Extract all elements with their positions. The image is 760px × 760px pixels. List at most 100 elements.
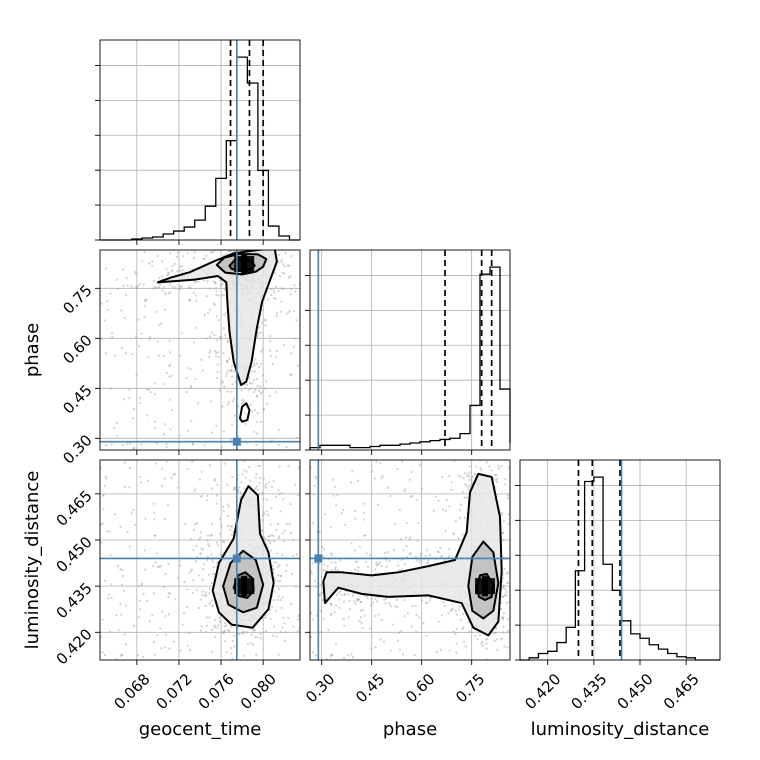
sample-point (278, 493, 281, 496)
sample-point (192, 579, 195, 582)
sample-point (469, 465, 472, 468)
sample-point (229, 525, 232, 528)
sample-point (217, 355, 220, 359)
sample-point (168, 398, 172, 401)
sample-point (275, 349, 278, 353)
sample-point (264, 486, 268, 489)
sample-point (445, 498, 448, 502)
sample-point (170, 270, 173, 273)
sample-point (231, 383, 234, 386)
sample-point (315, 477, 318, 480)
sample-point (193, 251, 196, 254)
sample-point (242, 399, 245, 402)
sample-point (388, 602, 391, 605)
sample-point (109, 387, 113, 390)
sample-point (123, 398, 126, 401)
sample-point (348, 607, 352, 611)
sample-point (187, 367, 190, 370)
sample-point (391, 623, 394, 626)
sample-point (301, 585, 303, 587)
sample-point (357, 566, 360, 569)
sample-point (485, 647, 488, 650)
sample-point (371, 470, 374, 473)
sample-point (256, 395, 259, 398)
sample-point (215, 502, 218, 505)
sample-point (185, 605, 189, 609)
sample-point (243, 412, 247, 415)
sample-point (248, 242, 250, 244)
sample-point (374, 646, 377, 649)
sample-point (340, 593, 343, 596)
sample-point (208, 616, 211, 619)
sample-point (511, 554, 513, 556)
sample-point (249, 642, 253, 645)
sample-point (275, 528, 278, 532)
density-panel-geocent_time-luminosity_distance (95, 459, 301, 665)
sample-point (101, 494, 105, 497)
sample-point (426, 549, 429, 552)
sample-point (357, 569, 360, 573)
sample-point (506, 571, 509, 574)
sample-point (120, 613, 123, 616)
sample-point (261, 519, 264, 522)
sample-point (281, 271, 284, 274)
sample-point (450, 488, 453, 491)
sample-point (364, 561, 367, 564)
sample-point (279, 275, 282, 278)
sample-point (210, 331, 214, 334)
sample-point (146, 479, 149, 482)
sample-point (485, 642, 488, 645)
sample-point (270, 485, 274, 488)
sample-point (310, 611, 313, 615)
sample-point (169, 291, 172, 294)
sample-point (158, 354, 161, 357)
sample-point (194, 294, 197, 297)
sample-point (499, 638, 502, 641)
sample-point (203, 563, 206, 566)
sample-point (428, 554, 432, 557)
sample-point (366, 596, 369, 599)
sample-point (135, 286, 139, 289)
sample-point (482, 644, 485, 647)
sample-point (241, 245, 243, 247)
sample-point (338, 598, 341, 601)
sample-point (182, 255, 185, 258)
sample-point (219, 533, 222, 536)
sample-point (268, 608, 272, 611)
sample-point (413, 654, 416, 657)
sample-point (450, 481, 453, 484)
sample-point (232, 486, 235, 489)
contour-line-0 (475, 572, 495, 601)
sample-point (265, 510, 268, 513)
sample-point (398, 508, 401, 511)
sample-point (502, 612, 505, 615)
sample-point (164, 423, 167, 426)
sample-point (210, 650, 213, 653)
sample-point (459, 503, 463, 506)
sample-point (192, 291, 195, 295)
sample-point (229, 625, 233, 628)
sample-point (165, 633, 168, 636)
sample-point (292, 625, 295, 628)
sample-point (380, 564, 383, 567)
sample-point (216, 544, 219, 547)
sample-point (270, 549, 273, 552)
sample-point (320, 583, 323, 586)
x-tick-label-geocent_time: 0.068 (110, 670, 153, 713)
sample-point (208, 603, 211, 606)
sample-point (208, 351, 211, 354)
sample-point (404, 488, 407, 491)
sample-point (388, 559, 391, 563)
sample-point (145, 298, 148, 301)
sample-point (249, 247, 251, 249)
sample-point (192, 528, 196, 532)
sample-point (480, 469, 483, 472)
density-peak-core (241, 254, 248, 274)
x-axis-label-luminosity_distance: luminosity_distance (531, 719, 710, 740)
sample-point (495, 474, 498, 477)
sample-point (240, 243, 242, 245)
sample-point (329, 654, 332, 658)
sample-point (215, 286, 218, 290)
sample-point (506, 629, 509, 633)
sample-point (315, 614, 319, 617)
